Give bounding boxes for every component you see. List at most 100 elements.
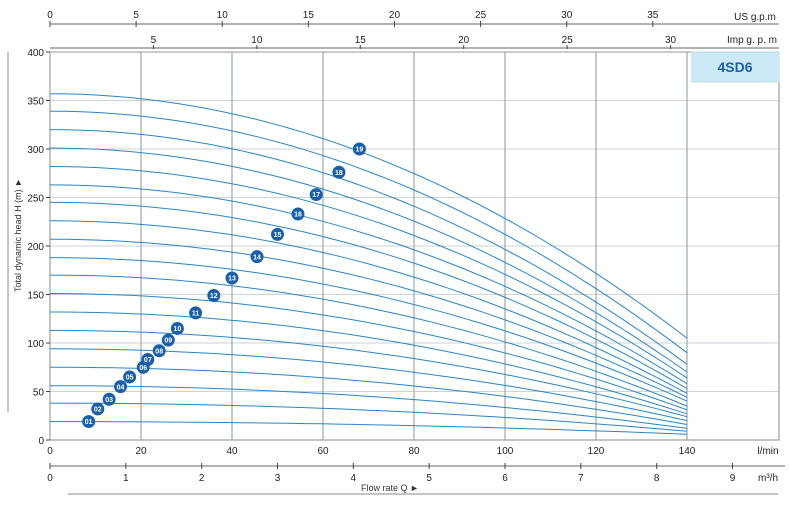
y-tick-label: 250	[27, 194, 44, 205]
marker-03	[102, 392, 116, 406]
us-gpm-tick-label: 5	[133, 10, 139, 21]
marker-07	[141, 352, 155, 366]
m3h-unit-label: m³/h	[758, 473, 778, 484]
marker-label-03: 03	[105, 397, 113, 404]
imp-gpm-unit-label: Imp g. p. m	[727, 35, 777, 46]
x-tick-label: 140	[679, 446, 696, 457]
model-badge: 4SD6	[691, 51, 780, 83]
curve-10	[49, 257, 688, 402]
curve-01	[50, 421, 688, 435]
m3h-tick-label: 3	[275, 473, 281, 484]
marker-05	[123, 370, 137, 384]
model-badge-box	[691, 51, 780, 83]
curve-13	[49, 201, 688, 390]
curve-16	[49, 147, 688, 373]
us-gpm-tick-label: 35	[647, 10, 659, 21]
marker-08	[152, 344, 166, 358]
x-unit-label: l/min	[757, 446, 778, 457]
marker-label-01: 01	[85, 419, 93, 426]
marker-10	[170, 321, 184, 335]
m3h-tick-label: 9	[730, 473, 736, 484]
x-tick-label: 0	[47, 446, 53, 457]
curve-11	[49, 238, 688, 398]
curve-07	[50, 311, 688, 415]
marker-label-16: 16	[294, 212, 302, 219]
us-gpm-unit-label: US g.p.m	[734, 12, 776, 23]
marker-label-08: 08	[155, 348, 163, 355]
imp-gpm-tick-label: 25	[562, 35, 574, 46]
marker-09	[161, 333, 175, 347]
curve-17	[49, 129, 688, 365]
marker-02	[91, 402, 105, 416]
marker-16	[291, 207, 305, 221]
m3h-tick-label: 4	[351, 473, 357, 484]
y-tick-label: 100	[27, 339, 44, 350]
marker-label-11: 11	[192, 311, 200, 318]
x-tick-label: 80	[408, 446, 420, 457]
y-tick-label: 200	[27, 242, 44, 253]
x-tick-label: 100	[497, 446, 514, 457]
curve-02	[49, 402, 688, 432]
y-tick-label: 150	[27, 291, 44, 302]
m3h-tick-label: 6	[502, 473, 508, 484]
marker-label-10: 10	[174, 326, 182, 333]
y-tick-label: 350	[27, 97, 44, 108]
marker-label-02: 02	[94, 407, 102, 414]
curve-08	[49, 293, 688, 411]
y-tick-label: 50	[33, 388, 45, 399]
us-gpm-tick-label: 15	[303, 10, 315, 21]
us-gpm-tick-label: 20	[389, 10, 401, 21]
marker-19	[352, 142, 366, 156]
curve-18	[49, 110, 688, 354]
m3h-tick-label: 7	[578, 473, 584, 484]
us-gpm-tick-label: 10	[217, 10, 229, 21]
x-tick-label: 20	[135, 446, 147, 457]
marker-label-13: 13	[228, 276, 236, 283]
marker-label-05: 05	[126, 375, 134, 382]
marker-17	[309, 188, 323, 202]
m3h-tick-label: 5	[426, 473, 432, 484]
x-tick-label: 40	[226, 446, 238, 457]
marker-14	[250, 250, 264, 264]
marker-13	[225, 271, 239, 285]
marker-04	[114, 380, 128, 394]
marker-label-18: 18	[335, 170, 343, 177]
curve-12	[49, 220, 688, 394]
curves	[49, 93, 688, 435]
marker-label-12: 12	[210, 293, 218, 300]
marker-label-15: 15	[274, 232, 282, 239]
marker-label-06: 06	[139, 365, 147, 372]
imp-gpm-tick-label: 15	[355, 35, 367, 46]
marker-label-17: 17	[312, 192, 320, 199]
marker-11	[189, 306, 203, 320]
marker-label-09: 09	[164, 338, 172, 345]
x-axis-label: Flow rate Q ►	[361, 483, 419, 493]
model-badge-label: 4SD6	[717, 59, 752, 75]
marker-15	[271, 227, 284, 241]
curve-09	[49, 274, 688, 407]
marker-18	[332, 165, 346, 179]
curve-04	[50, 366, 688, 425]
x-tick-label: 120	[588, 446, 605, 457]
curve-14	[49, 184, 688, 385]
us-gpm-tick-label: 25	[475, 10, 487, 21]
marker-label-07: 07	[144, 357, 152, 364]
m3h-tick-label: 8	[654, 473, 660, 484]
imp-gpm-tick-label: 10	[251, 35, 263, 46]
imp-gpm-tick-label: 30	[665, 35, 677, 46]
marker-label-19: 19	[356, 147, 364, 154]
marker-12	[207, 288, 221, 302]
x-tick-label: 60	[317, 446, 329, 457]
imp-gpm-tick-label: 5	[151, 35, 157, 46]
marker-01	[82, 415, 96, 429]
m3h-tick-label: 1	[123, 473, 129, 484]
y-tick-label: 300	[27, 145, 44, 156]
marker-label-04: 04	[117, 384, 125, 391]
y-tick-label: 400	[27, 48, 44, 59]
us-gpm-tick-label: 30	[561, 10, 573, 21]
us-gpm-tick-label: 0	[47, 10, 53, 21]
